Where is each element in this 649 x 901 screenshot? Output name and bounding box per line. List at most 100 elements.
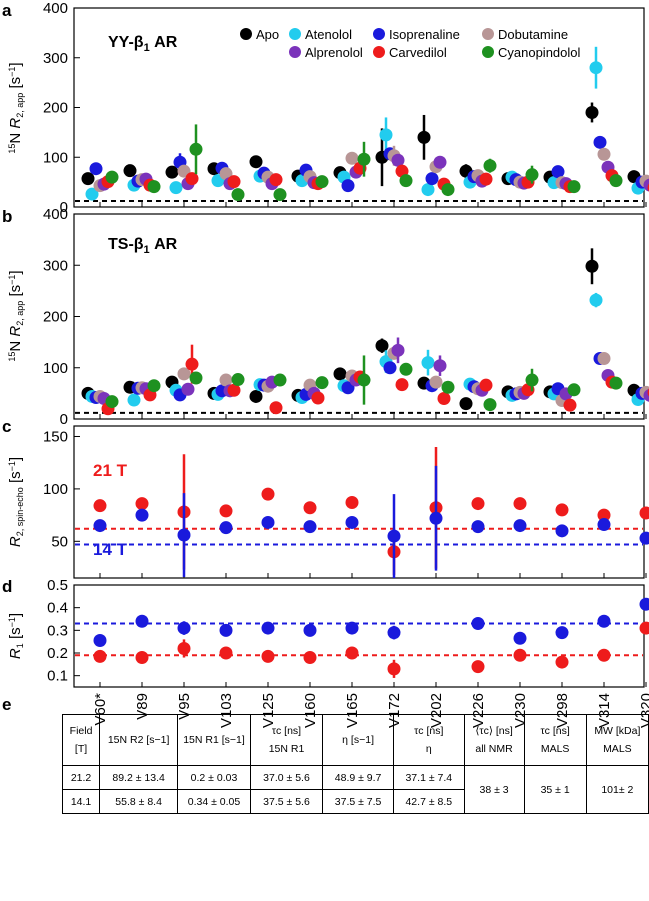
- data-point: [105, 395, 119, 409]
- data-point: [273, 188, 287, 202]
- data-point: [135, 497, 149, 511]
- table-header-cell: ⟨τc⟩ [ns] all NMR: [463, 714, 525, 766]
- panel-letter-b: b: [2, 207, 12, 226]
- legend-swatch-alprenolol: [289, 46, 301, 58]
- panel-letter-c: c: [2, 417, 11, 436]
- data-point: [551, 165, 565, 179]
- data-point: [597, 508, 611, 522]
- data-point: [185, 357, 199, 371]
- data-point: [249, 389, 263, 403]
- table-cell: 14.1: [61, 789, 101, 814]
- data-point: [597, 648, 611, 662]
- data-point: [89, 162, 103, 176]
- y-tick-label: 0: [60, 411, 68, 428]
- legend-swatch-dobutamine: [482, 28, 494, 40]
- data-point: [345, 646, 359, 660]
- table-cell: 21.2: [61, 765, 101, 790]
- y-tick-label: 0.2: [47, 645, 68, 662]
- data-point: [639, 506, 649, 520]
- data-point: [189, 142, 203, 156]
- data-point: [471, 660, 485, 674]
- data-point: [315, 175, 329, 189]
- data-point: [437, 392, 451, 405]
- data-point: [513, 631, 527, 645]
- y-tick-label: 100: [43, 149, 68, 166]
- table-cell: 48.9 ± 9.7: [322, 765, 394, 790]
- data-point: [181, 382, 195, 396]
- data-point: [341, 381, 355, 395]
- legend-swatch-cyanopindolol: [482, 46, 494, 58]
- data-point: [177, 367, 191, 381]
- data-point: [135, 508, 149, 522]
- data-point: [391, 153, 405, 167]
- data-point: [639, 621, 649, 635]
- data-point: [387, 529, 401, 543]
- data-point: [391, 343, 405, 357]
- data-point: [585, 105, 599, 119]
- table-header-cell: Field [T]: [61, 714, 101, 766]
- x-tick-label: V89: [134, 693, 151, 720]
- data-point: [231, 188, 245, 202]
- legend-label-carvedilol: Carvedilol: [389, 45, 447, 60]
- panel-b-title: TS-β1 AR: [108, 236, 178, 256]
- table-cell: 37.0 ± 5.6: [249, 765, 324, 790]
- legend-swatch-apo: [240, 28, 252, 40]
- panel-d-frame: [73, 584, 645, 688]
- data-point: [185, 172, 199, 186]
- data-point: [399, 174, 413, 188]
- legend-swatch-atenolol: [289, 28, 301, 40]
- field-label-21t: 21 T: [93, 461, 128, 480]
- panel-letter-e: e: [2, 695, 11, 714]
- data-point: [227, 383, 241, 397]
- table-cell: 37.1 ± 7.4: [393, 765, 465, 790]
- data-point: [589, 293, 603, 307]
- data-point: [471, 520, 485, 534]
- data-point: [387, 662, 401, 676]
- panel-a-title: YY-β1 AR: [108, 34, 178, 54]
- data-point: [441, 380, 455, 394]
- data-point: [421, 356, 435, 370]
- data-point: [261, 621, 275, 635]
- y-tick-label: 50: [51, 533, 68, 550]
- data-point: [421, 183, 435, 197]
- data-point: [261, 487, 275, 501]
- table-header-cell: 15N R1 [s−1]: [177, 714, 251, 766]
- legend-label-alprenolol: Alprenolol: [305, 45, 363, 60]
- data-point: [315, 376, 329, 390]
- table-header-cell: η [s−1]: [322, 714, 394, 766]
- table-header-cell: τc [ns] η: [393, 714, 465, 766]
- panel-b-plot: 0 100 200 300 400: [43, 206, 649, 428]
- y-tick-label: 300: [43, 257, 68, 274]
- data-point: [513, 519, 527, 533]
- data-point: [249, 155, 263, 169]
- data-point: [345, 515, 359, 529]
- data-point: [147, 379, 161, 393]
- y-tick-label: 200: [43, 100, 68, 117]
- data-point: [597, 352, 611, 366]
- data-point: [345, 151, 359, 165]
- data-point: [189, 371, 203, 385]
- data-point: [219, 623, 233, 637]
- table-cell: 37.5 ± 5.6: [249, 789, 324, 814]
- data-point: [333, 367, 347, 381]
- data-point: [341, 179, 355, 193]
- table-header-cell: MW [kDa] MALS: [585, 714, 649, 766]
- data-point: [177, 528, 191, 542]
- data-point: [375, 339, 389, 353]
- data-point: [105, 170, 119, 184]
- table-header-row: Field [T] 15N R2 [s−1] 15N R1 [s−1] τc [n…: [61, 714, 649, 766]
- data-point: [563, 398, 577, 412]
- data-point: [219, 167, 233, 181]
- legend-label-cyanopindolol: Cyanopindolol: [498, 45, 581, 60]
- table-header-cell: τc [ns] MALS: [523, 714, 587, 766]
- data-point: [387, 626, 401, 640]
- data-point: [123, 164, 137, 178]
- data-point: [93, 634, 107, 648]
- data-point: [303, 623, 317, 637]
- data-point: [303, 651, 317, 665]
- data-point: [639, 531, 649, 545]
- legend-swatch-carvedilol: [373, 46, 385, 58]
- data-point: [219, 373, 233, 387]
- data-point: [357, 152, 371, 166]
- data-point: [433, 359, 447, 373]
